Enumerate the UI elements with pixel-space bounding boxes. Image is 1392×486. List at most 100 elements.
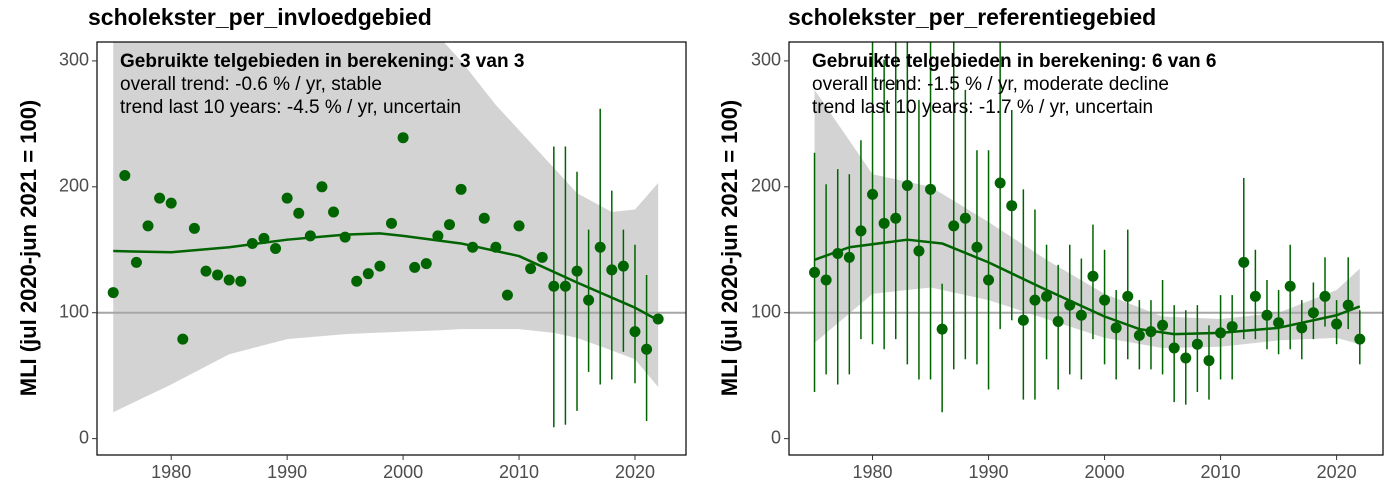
data-point: [559, 280, 571, 292]
data-point: [1203, 355, 1215, 367]
x-tick-label: 2000: [383, 462, 423, 482]
data-point: [246, 237, 258, 249]
data-point: [374, 260, 386, 272]
x-tick-label: 2020: [615, 462, 655, 482]
x-tick-label: 2010: [499, 462, 539, 482]
data-point: [1122, 290, 1134, 302]
data-point: [142, 220, 154, 232]
x-tick-label: 2000: [1085, 462, 1125, 482]
y-tick-label: 100: [59, 301, 89, 321]
data-point: [490, 241, 502, 253]
data-point: [362, 268, 374, 280]
data-point: [867, 188, 879, 200]
data-point: [536, 251, 548, 263]
plot: [789, 42, 1383, 413]
data-point: [258, 232, 270, 244]
data-point: [501, 289, 513, 301]
trend-line: [113, 232, 659, 322]
data-point: [154, 192, 166, 204]
plot-border: [788, 41, 1384, 456]
data-point: [971, 241, 983, 253]
data-point: [130, 256, 142, 268]
plot: [97, 42, 686, 428]
data-point: [983, 274, 995, 286]
data-point: [1238, 256, 1250, 268]
data-point: [281, 192, 293, 204]
data-point: [235, 275, 247, 287]
y-axis-label: MLI (jul 2020-jun 2021 = 100): [16, 100, 41, 397]
data-point: [409, 261, 421, 273]
data-point: [107, 287, 119, 299]
x-tick-label: 2020: [1317, 462, 1357, 482]
data-point: [525, 263, 537, 275]
data-point: [548, 280, 560, 292]
data-point: [1168, 342, 1180, 354]
confidence-band: [814, 89, 1360, 348]
data-point: [1052, 316, 1064, 328]
data-point: [925, 183, 937, 195]
data-point: [293, 207, 305, 219]
annotation: Gebruikte telgebieden in berekening: 6 v…: [812, 51, 1216, 72]
chart-title: scholekster_per_invloedgebied: [88, 4, 432, 30]
data-point: [1249, 290, 1261, 302]
data-point: [994, 177, 1006, 189]
data-point: [1307, 307, 1319, 319]
data-point: [948, 220, 960, 232]
data-point: [583, 294, 595, 306]
data-point: [1191, 338, 1203, 350]
data-point: [571, 265, 583, 277]
data-point: [890, 212, 902, 224]
annotation: trend last 10 years: -1.7 % / yr, uncert…: [812, 97, 1153, 118]
data-point: [270, 243, 282, 254]
data-point: [1296, 322, 1308, 334]
y-tick-label: 300: [59, 50, 89, 70]
annotation: overall trend: -1.5 % / yr, moderate dec…: [812, 74, 1169, 95]
data-point: [959, 212, 971, 224]
x-tick-label: 1990: [267, 462, 307, 482]
y-tick-label: 0: [79, 427, 89, 447]
x-tick-label: 2010: [1201, 462, 1241, 482]
data-point: [1354, 333, 1366, 345]
y-tick-label: 200: [751, 176, 781, 196]
annotation: trend last 10 years: -4.5 % / yr, uncert…: [120, 97, 461, 118]
data-point: [901, 180, 913, 192]
data-point: [339, 231, 351, 243]
data-point: [1087, 270, 1099, 282]
data-point: [820, 274, 832, 286]
data-point: [328, 206, 340, 218]
data-point: [1215, 327, 1227, 339]
data-point: [878, 217, 890, 229]
data-point: [1157, 319, 1169, 331]
annotation: overall trend: -0.6 % / yr, stable: [120, 74, 382, 95]
data-point: [420, 258, 432, 270]
x-tick-label: 1980: [151, 462, 191, 482]
data-point: [1029, 294, 1041, 306]
data-point: [913, 245, 925, 257]
data-point: [606, 264, 618, 276]
data-point: [1273, 317, 1285, 329]
y-tick-label: 300: [751, 50, 781, 70]
data-point: [478, 212, 490, 224]
y-tick-label: 200: [59, 176, 89, 196]
data-point: [1226, 321, 1238, 333]
data-point: [594, 241, 606, 253]
data-point: [1099, 294, 1111, 306]
data-point: [936, 323, 948, 335]
data-point: [1319, 290, 1331, 302]
data-point: [351, 275, 363, 287]
data-point: [629, 326, 641, 338]
data-point: [304, 230, 316, 242]
data-point: [316, 181, 328, 193]
x-tick-label: 1980: [853, 462, 893, 482]
chart-title: scholekster_per_referentiegebied: [788, 4, 1156, 30]
data-point: [467, 241, 479, 253]
data-point: [855, 225, 867, 237]
data-point: [1284, 280, 1296, 292]
data-point: [513, 220, 525, 232]
data-point: [1133, 329, 1145, 341]
confidence-band: [113, 42, 659, 413]
data-point: [652, 313, 664, 325]
y-tick-label: 100: [751, 301, 781, 321]
data-point: [386, 217, 397, 229]
